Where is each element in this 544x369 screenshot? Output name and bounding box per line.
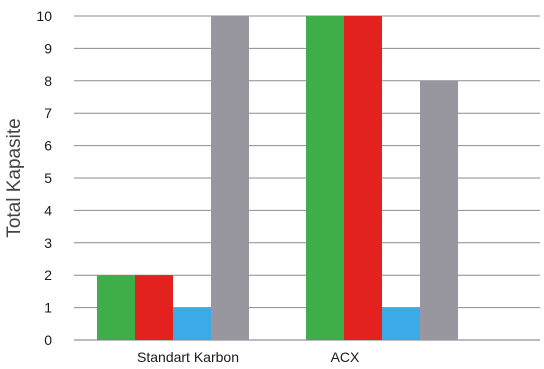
bar	[211, 16, 249, 340]
y-tick-labels: 0 1 2 3 4 5 6 7 8 9 10	[36, 8, 52, 348]
y-tick-label: 1	[44, 300, 52, 316]
bar	[382, 307, 420, 340]
y-tick-label: 4	[44, 202, 52, 218]
y-tick-label: 9	[44, 40, 52, 56]
bar	[344, 16, 382, 340]
y-tick-label: 2	[44, 267, 52, 283]
y-tick-label: 8	[44, 73, 52, 89]
y-axis-label: Total Kapasite	[4, 118, 25, 237]
x-category-label: ACX	[331, 349, 360, 365]
y-tick-label: 5	[44, 170, 52, 186]
bars	[97, 16, 458, 341]
bar	[306, 16, 344, 340]
y-tick-label: 6	[44, 138, 52, 154]
bar	[420, 80, 458, 341]
y-tick-label: 7	[44, 105, 52, 121]
y-tick-label: 3	[44, 235, 52, 251]
bar	[173, 307, 211, 340]
x-category-label: Standart Karbon	[137, 349, 239, 365]
y-tick-label: 0	[44, 332, 52, 348]
x-category-labels: Standart Karbon ACX	[137, 349, 360, 365]
y-tick-label: 10	[36, 8, 52, 24]
bar	[135, 275, 173, 340]
bar	[97, 275, 135, 340]
